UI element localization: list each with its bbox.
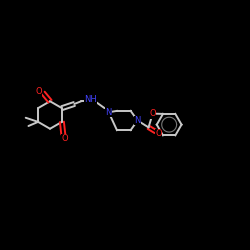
Text: O: O — [149, 109, 156, 118]
Text: O: O — [155, 130, 162, 138]
Text: O: O — [35, 87, 42, 96]
Text: NH: NH — [84, 96, 97, 104]
Text: N: N — [134, 116, 141, 125]
Text: O: O — [61, 134, 68, 143]
Text: N: N — [106, 108, 112, 117]
